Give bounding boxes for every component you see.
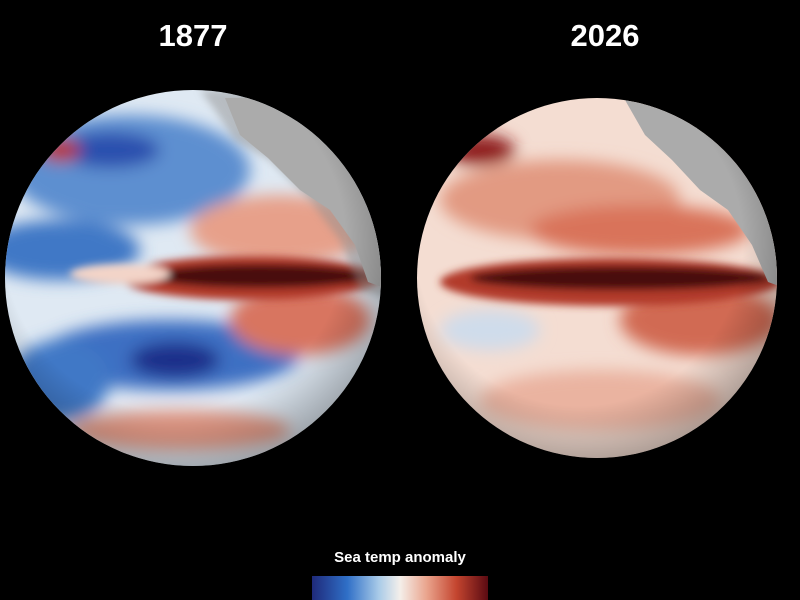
globe-1877 bbox=[5, 90, 381, 466]
globe-2026 bbox=[417, 98, 777, 458]
colorbar bbox=[312, 576, 488, 600]
legend-title: Sea temp anomaly bbox=[334, 549, 466, 566]
panel-title: 1877 bbox=[159, 18, 228, 53]
panel-title: 2026 bbox=[571, 18, 640, 53]
